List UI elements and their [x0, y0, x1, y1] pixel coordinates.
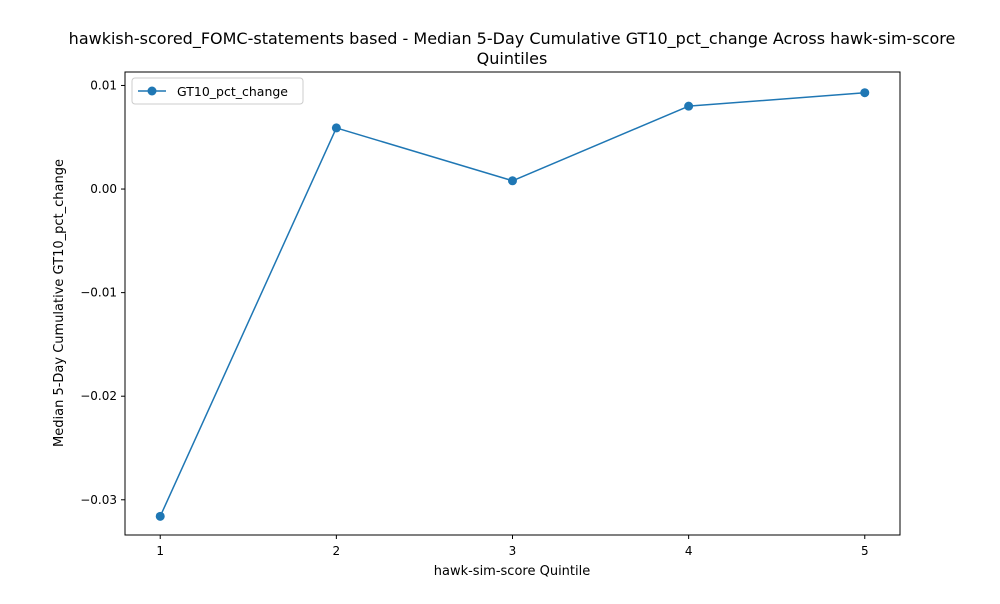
legend-entry-label: GT10_pct_change [177, 84, 288, 99]
data-point-marker [508, 176, 517, 186]
x-tick-label: 3 [509, 544, 517, 558]
legend-box [131, 77, 304, 105]
legend: GT10_pct_change [131, 77, 304, 105]
data-point-marker [860, 88, 870, 98]
chart-title-line-1: hawkish-scored_FOMC-statements based - M… [69, 29, 956, 49]
plot-area-frame [124, 71, 901, 536]
data-point-marker [331, 123, 341, 133]
x-tick-label: 5 [861, 544, 869, 558]
series-line [159, 91, 865, 517]
legend-marker-swatch [147, 86, 157, 96]
y-tick-label: 0.00 [90, 182, 117, 196]
y-tick-label: 0.01 [90, 78, 117, 92]
y-axis-label: Median 5-Day Cumulative GT10_pct_change [52, 159, 67, 447]
x-axis-ticks: 1 2 3 4 5 [156, 535, 869, 558]
y-tick-label: −0.01 [80, 286, 117, 300]
data-point-marker [684, 101, 694, 111]
y-tick-label: −0.02 [80, 389, 117, 403]
series-layer [155, 88, 870, 521]
x-axis-label: hawk-sim-score Quintile [434, 564, 591, 579]
y-tick-label: −0.03 [80, 493, 117, 507]
x-tick-label: 4 [685, 544, 693, 558]
x-tick-label: 1 [156, 544, 164, 558]
data-point-marker [155, 511, 165, 521]
chart-title-line-2: Quintiles [477, 49, 548, 68]
x-tick-label: 2 [333, 544, 341, 558]
y-axis-ticks: 0.01 0.00 −0.01 −0.02 −0.03 [80, 78, 125, 507]
